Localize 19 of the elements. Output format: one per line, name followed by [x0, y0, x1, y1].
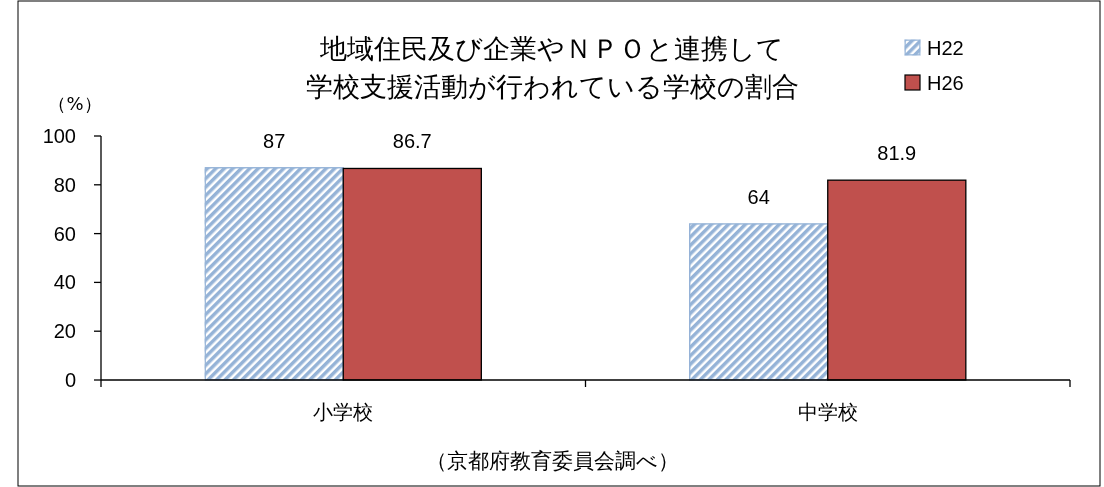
chart-title: 地域住民及び企業やＮＰＯと連携して学校支援活動が行われている学校の割合	[305, 33, 799, 102]
data-label: 86.7	[392, 130, 432, 153]
x-tick-label: 小学校	[313, 400, 374, 424]
y-tick-label: 20	[53, 320, 76, 343]
y-axis-title: （%）	[48, 93, 102, 114]
y-tick-label: 80	[53, 173, 76, 196]
x-tick-label: 中学校	[797, 400, 858, 424]
legend-label: H22	[927, 37, 964, 59]
y-tick-label: 40	[53, 271, 76, 294]
y-tick-label: 0	[64, 369, 76, 391]
data-label: 87	[263, 129, 286, 152]
y-tick-label: 100	[42, 125, 76, 147]
data-label: 81.9	[877, 142, 917, 165]
bar	[689, 223, 829, 381]
bar	[204, 167, 344, 381]
text: （京都府教育委員会調べ）	[425, 449, 679, 473]
legend-label: H26	[927, 72, 964, 94]
y-tick-label: 60	[53, 222, 76, 245]
data-label: 64	[747, 185, 770, 208]
